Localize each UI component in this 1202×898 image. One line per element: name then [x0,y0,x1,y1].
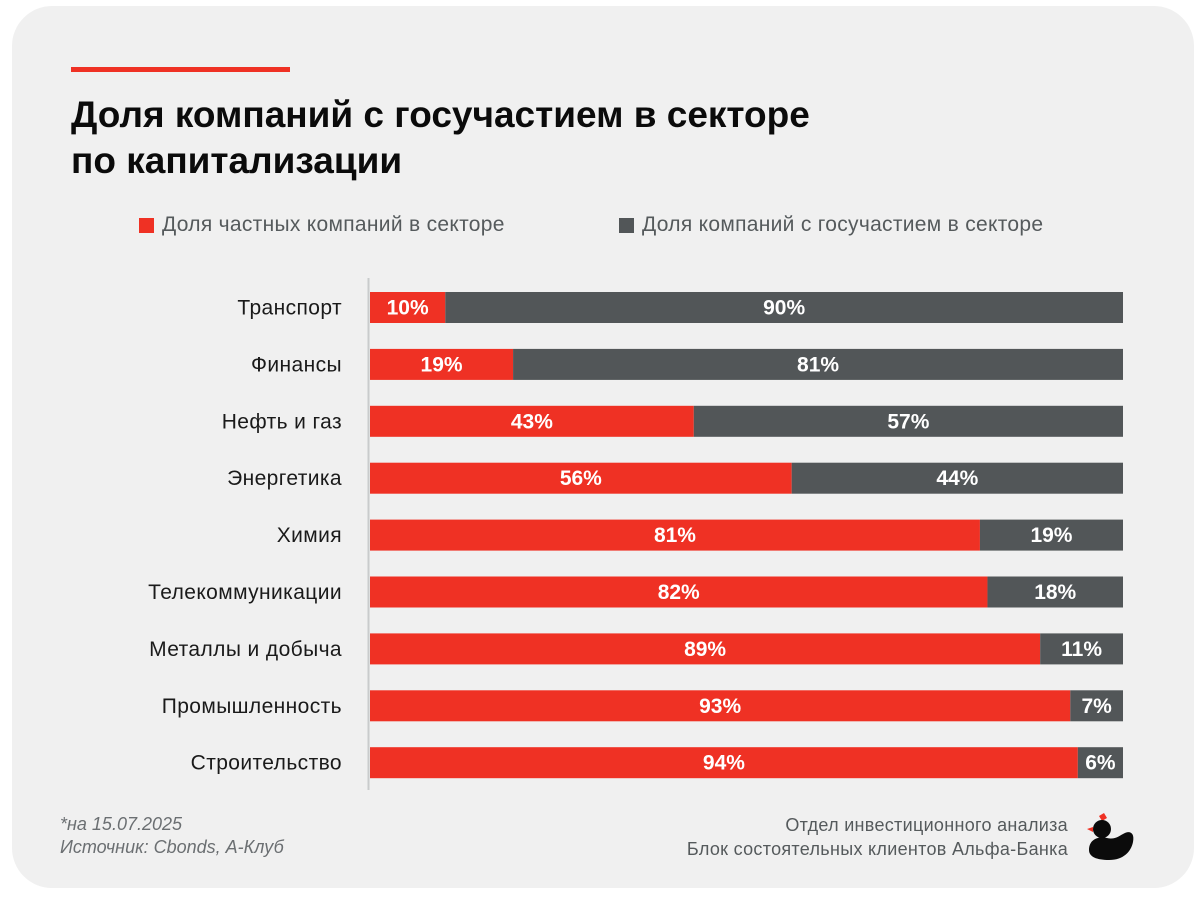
bar-state [987,576,1123,608]
bar-state [1040,633,1123,665]
bar-state [513,348,1123,380]
chart-title-line-1: Доля компаний с госучастием в секторе [71,94,810,135]
data-label-private: 94% [703,752,745,775]
category-label: Промышленность [162,695,342,718]
bar-private [370,747,1078,779]
data-label-state: 44% [936,467,978,490]
legend-label-state: Доля компаний с госучастием в секторе [642,213,1044,236]
data-label-state: 7% [1081,695,1112,718]
data-label-private: 43% [511,410,553,433]
credit-line-1: Отдел инвестиционного анализа [785,815,1068,835]
data-label-state: 90% [763,297,805,320]
footnote-source: Источник: Cbonds, А-Клуб [60,837,284,857]
credit: Отдел инвестиционного анализа Блок состо… [687,813,1068,861]
category-label: Телекоммуникации [148,581,342,604]
data-label-state: 18% [1034,581,1076,604]
data-label-private: 93% [699,695,741,718]
bar-private [370,633,1041,665]
bar-state [791,462,1123,494]
legend-swatch-state [619,217,634,233]
data-label-state: 11% [1061,638,1102,661]
data-label-state: 19% [1030,524,1072,547]
bar-private [370,405,694,437]
legend-swatch-private [139,217,154,233]
data-label-private: 81% [654,524,696,547]
bar-private [370,462,792,494]
data-label-state: 57% [887,410,929,433]
category-label: Строительство [191,752,342,775]
duck-logo-icon [1087,813,1134,860]
category-label: Нефть и газ [222,410,342,433]
chart-title: Доля компаний с госучастием в секторе по… [71,92,971,184]
legend-item-private: Доля частных компаний в секторе [139,212,505,238]
data-label-private: 10% [387,297,429,320]
category-label: Финансы [251,353,342,376]
data-label-private: 89% [684,638,726,661]
bar-private [370,576,988,608]
bar-private [370,690,1071,722]
bar-state [979,519,1123,551]
bar-state [1077,747,1123,779]
category-label: Энергетика [227,467,342,490]
title-accent-line [71,67,290,72]
bar-state [1070,690,1123,722]
chart-title-line-2: по капитализации [71,140,403,181]
bar-private [370,348,514,380]
data-label-private: 19% [421,353,463,376]
bar-private [370,519,980,551]
data-label-state: 81% [797,353,839,376]
credit-line-2: Блок состоятельных клиентов Альфа-Банка [686,839,1068,859]
footnote: *на 15.07.2025 Источник: Cbonds, А-Клуб [60,813,284,859]
bar-state [693,405,1123,437]
bar-state [445,292,1123,323]
category-label: Металлы и добыча [149,638,342,661]
legend-item-state: Доля компаний с госучастием в секторе [619,212,1043,238]
legend-label-private: Доля частных компаний в секторе [162,213,505,236]
category-label: Транспорт [237,297,342,320]
data-label-private: 82% [658,581,700,604]
category-label: Химия [277,524,342,547]
data-label-private: 56% [560,467,602,490]
bar-private [370,292,446,323]
footnote-date: *на 15.07.2025 [60,814,183,834]
chart-card [12,6,1194,888]
data-label-state: 6% [1085,752,1116,775]
